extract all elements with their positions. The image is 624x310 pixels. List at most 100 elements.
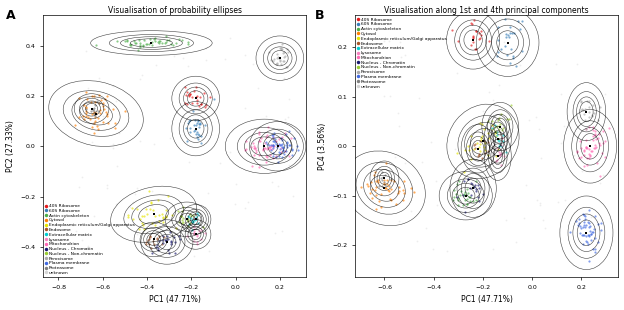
Point bbox=[598, 140, 608, 145]
Point bbox=[369, 170, 379, 175]
Point bbox=[581, 145, 591, 150]
Point bbox=[494, 127, 504, 132]
Point bbox=[262, 154, 272, 159]
Point bbox=[261, 141, 271, 146]
Point bbox=[586, 215, 596, 220]
Point bbox=[597, 150, 607, 155]
Point bbox=[161, 214, 171, 219]
Point bbox=[88, 106, 98, 111]
Point bbox=[127, 206, 137, 210]
Point bbox=[90, 115, 100, 120]
Point bbox=[579, 112, 589, 117]
Point bbox=[501, 32, 511, 37]
Point bbox=[87, 140, 97, 144]
Point bbox=[254, 164, 264, 169]
Point bbox=[135, 40, 145, 45]
Point bbox=[147, 39, 157, 44]
Point bbox=[171, 225, 181, 230]
Point bbox=[110, 125, 120, 130]
Point bbox=[94, 116, 104, 121]
Point bbox=[162, 233, 172, 238]
Point bbox=[86, 109, 96, 114]
Point bbox=[556, 140, 566, 145]
Point bbox=[137, 220, 147, 225]
Point bbox=[480, 140, 490, 145]
Point bbox=[586, 231, 596, 236]
Point bbox=[192, 233, 202, 238]
Point bbox=[469, 33, 479, 38]
Point bbox=[511, 239, 521, 244]
Point bbox=[384, 39, 394, 44]
Point bbox=[177, 220, 187, 225]
Point bbox=[189, 228, 199, 233]
Point bbox=[574, 217, 584, 222]
Point bbox=[455, 193, 465, 198]
Point bbox=[189, 238, 199, 243]
Point bbox=[189, 129, 199, 134]
Point bbox=[273, 159, 283, 164]
Point bbox=[463, 144, 473, 148]
Point bbox=[458, 193, 468, 197]
Point bbox=[593, 240, 603, 245]
Point bbox=[192, 233, 202, 238]
Point bbox=[125, 43, 135, 48]
Point bbox=[573, 156, 583, 161]
Point bbox=[87, 112, 97, 117]
Point bbox=[483, 118, 493, 123]
Point bbox=[390, 154, 400, 159]
Point bbox=[457, 202, 467, 207]
Point bbox=[451, 191, 461, 196]
Point bbox=[369, 173, 379, 178]
Point bbox=[171, 41, 181, 46]
Point bbox=[157, 241, 167, 246]
Point bbox=[89, 112, 99, 117]
Point bbox=[569, 152, 579, 157]
Point bbox=[126, 43, 136, 48]
Point bbox=[269, 57, 279, 62]
Point bbox=[102, 112, 112, 117]
Point bbox=[474, 153, 484, 158]
Point bbox=[240, 105, 250, 110]
Point bbox=[152, 243, 162, 248]
Point bbox=[135, 42, 145, 47]
Point bbox=[189, 231, 199, 236]
Point bbox=[271, 153, 281, 158]
Point bbox=[250, 146, 260, 151]
Point bbox=[150, 38, 160, 43]
Point bbox=[124, 215, 134, 219]
Point bbox=[583, 109, 593, 114]
Point bbox=[80, 106, 90, 111]
Point bbox=[275, 58, 285, 63]
Point bbox=[264, 143, 274, 148]
Point bbox=[288, 135, 298, 140]
Point bbox=[167, 213, 177, 218]
Point bbox=[576, 146, 586, 151]
Point bbox=[459, 169, 469, 174]
Point bbox=[282, 65, 292, 70]
Point bbox=[466, 20, 475, 25]
Point bbox=[492, 129, 502, 134]
Point bbox=[462, 193, 472, 197]
Point bbox=[494, 115, 504, 120]
Point bbox=[161, 40, 171, 45]
Point bbox=[466, 156, 476, 161]
Point bbox=[182, 217, 192, 222]
Point bbox=[132, 231, 142, 236]
Point bbox=[90, 114, 100, 119]
Point bbox=[473, 153, 483, 158]
Point bbox=[590, 133, 600, 138]
Point bbox=[579, 153, 589, 158]
Point bbox=[102, 93, 112, 98]
Point bbox=[484, 136, 494, 141]
Point bbox=[100, 110, 110, 115]
Point bbox=[590, 213, 600, 218]
Point bbox=[495, 152, 505, 157]
Point bbox=[478, 192, 488, 197]
Point bbox=[490, 125, 500, 130]
Point bbox=[279, 49, 289, 54]
Point bbox=[120, 108, 130, 113]
Point bbox=[513, 18, 523, 23]
Point bbox=[93, 93, 103, 98]
Point bbox=[264, 145, 274, 150]
Point bbox=[467, 22, 477, 27]
